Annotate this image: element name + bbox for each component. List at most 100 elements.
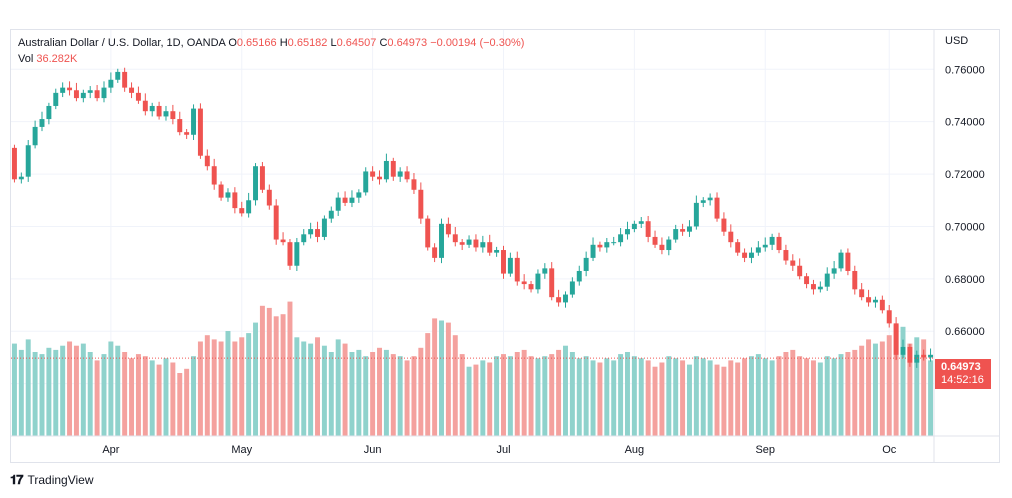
candle-body (149, 105, 155, 112)
volume-bar (308, 343, 314, 436)
volume-bar (370, 352, 376, 436)
tradingview-brand[interactable]: 𝟏𝟕 TradingView (10, 472, 94, 488)
volume-bar (852, 349, 858, 436)
y-tick-label: 0.74000 (945, 117, 985, 129)
candle-body (886, 310, 892, 324)
candle-body (900, 346, 906, 355)
candle-body (101, 87, 107, 99)
candle-body (563, 294, 568, 303)
candle-body (425, 218, 431, 248)
candle-body (921, 354, 927, 358)
candle-body (859, 289, 865, 298)
candle-body (783, 250, 789, 261)
volume-bar (563, 345, 568, 436)
candle-body (790, 260, 796, 266)
volume-bar (859, 345, 865, 436)
candle-body (611, 242, 617, 244)
chart-frame[interactable] (10, 29, 1000, 463)
volume-bar (335, 339, 341, 436)
candle-body (680, 229, 686, 232)
candle-body (87, 90, 93, 93)
candle-body (735, 242, 741, 253)
candle-body (707, 197, 713, 201)
candle-body (390, 160, 396, 177)
volume-bar (866, 339, 872, 436)
y-tick-label: 0.76000 (945, 64, 985, 76)
volume-bar (542, 356, 548, 436)
volume-bar (18, 349, 24, 436)
candle-body (556, 297, 562, 303)
volume-bar (39, 354, 45, 436)
volume-bar (583, 356, 589, 436)
candle-body (817, 286, 823, 290)
candle-body (866, 297, 872, 303)
candle-body (879, 299, 885, 311)
candle-body (67, 87, 73, 91)
volume-bar (748, 356, 754, 436)
last-price-tag: 0.64973 14:52:16 (935, 359, 991, 389)
candle-body (80, 92, 86, 99)
volume-bar (142, 356, 148, 436)
volume-bar (762, 358, 768, 436)
volume-bar (501, 354, 506, 436)
candle-body (928, 354, 934, 358)
candle-body (535, 273, 541, 290)
volume-bar (425, 333, 431, 436)
candle-body (804, 276, 810, 285)
volume-bar (928, 360, 934, 436)
volume-bar (177, 373, 183, 436)
volume-bar (383, 349, 389, 436)
candle-body (404, 171, 410, 180)
candle-body (728, 231, 734, 243)
candle-body (549, 268, 555, 298)
candle-body (769, 236, 775, 245)
volume-bar (707, 360, 713, 436)
volume-bar (549, 354, 555, 436)
volume-bar (625, 352, 630, 436)
volume-bar (466, 366, 472, 436)
symbol-title[interactable]: Australian Dollar / U.S. Dollar, 1D, OAN… (18, 37, 226, 49)
volume-bar (53, 349, 59, 436)
candle-body (721, 218, 727, 232)
volume-bar (87, 352, 93, 436)
volume-bar (914, 337, 920, 436)
close-value: 0.64973 (387, 37, 428, 49)
bar-countdown: 14:52:16 (941, 374, 984, 386)
volume-label[interactable]: Vol (18, 53, 34, 65)
volume-bar (535, 358, 541, 436)
y-tick-label: 0.70000 (945, 221, 985, 233)
candle-body (239, 208, 245, 214)
candle-body (810, 284, 816, 290)
volume-bar (590, 360, 596, 436)
candle-body (652, 236, 658, 245)
volume-bar (797, 356, 803, 436)
volume-bar (445, 322, 451, 436)
candle-body (631, 223, 637, 230)
volume-bar (604, 358, 610, 436)
candle-body (852, 270, 858, 290)
volume-bar (80, 343, 86, 436)
volume-bar (170, 362, 176, 436)
volume-bar (700, 358, 706, 436)
candle-body (480, 242, 486, 248)
volume-bar (597, 362, 603, 436)
volume-bar (404, 360, 410, 436)
volume-bar (60, 345, 66, 436)
candle-body (191, 108, 197, 135)
x-tick-label: Apr (102, 444, 119, 456)
volume-bar (377, 347, 382, 436)
candle-body (315, 229, 320, 237)
volume-bar (872, 343, 878, 436)
volume-bar (108, 341, 114, 436)
candle-body (638, 221, 644, 224)
volume-bar (776, 356, 782, 436)
candle-body (356, 192, 362, 198)
x-tick-label: Sep (755, 444, 775, 456)
x-tick-label: Jul (496, 444, 510, 456)
volume-bar (487, 362, 493, 436)
candle-body (156, 105, 162, 117)
volume-bar (921, 339, 927, 436)
volume-bar (900, 326, 906, 436)
volume-bar (287, 301, 293, 436)
